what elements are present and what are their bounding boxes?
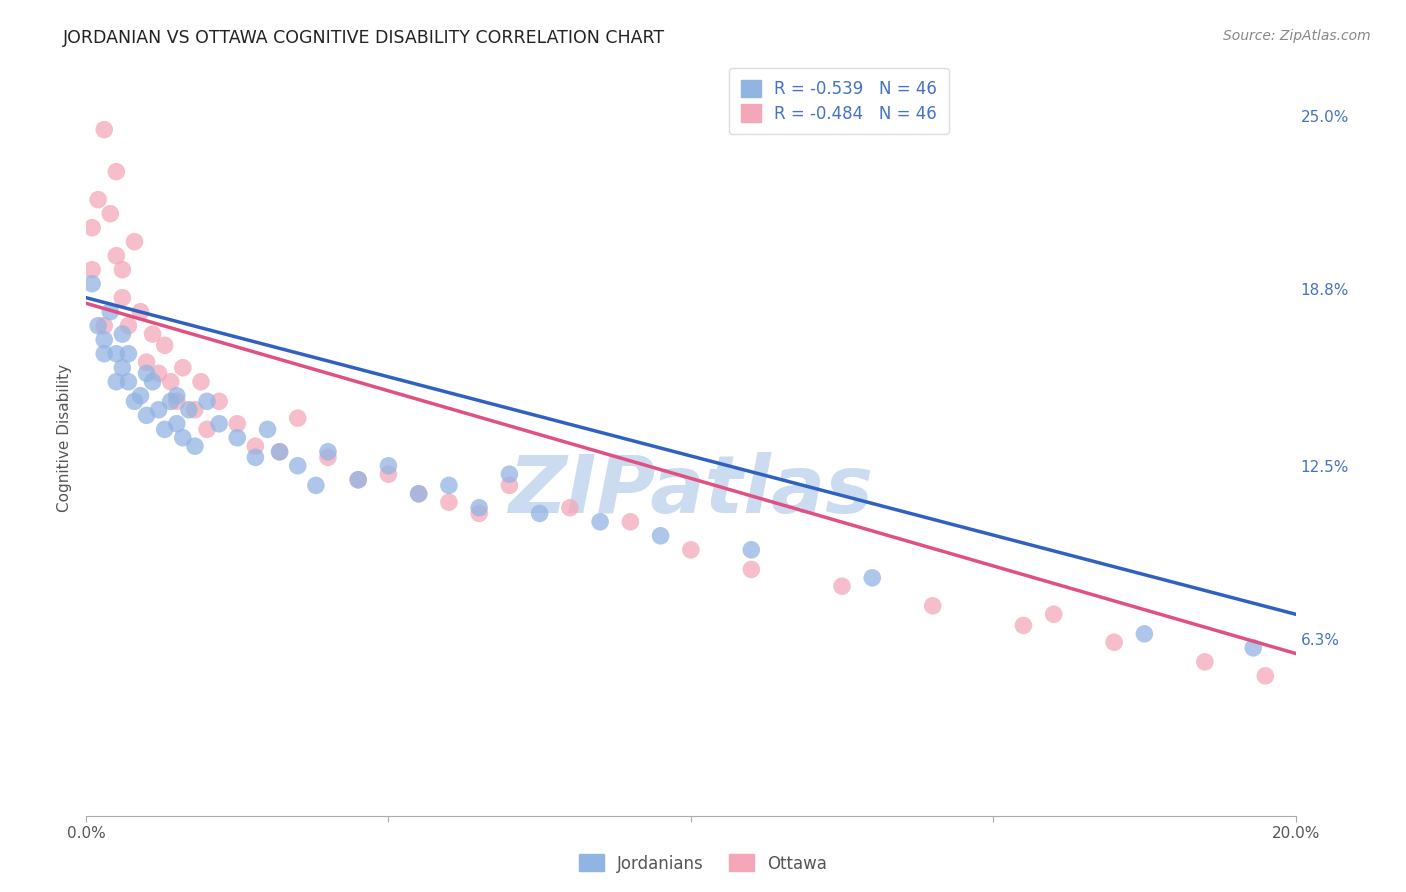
- Point: [184, 439, 207, 453]
- Text: Source: ZipAtlas.com: Source: ZipAtlas.com: [1223, 29, 1371, 43]
- Point: [117, 347, 139, 361]
- Point: [98, 207, 121, 221]
- Point: [105, 249, 128, 263]
- Point: [650, 529, 672, 543]
- Point: [195, 422, 218, 436]
- Point: [1102, 635, 1125, 649]
- Point: [269, 444, 291, 458]
- Point: [377, 458, 399, 473]
- Point: [347, 473, 370, 487]
- Point: [135, 409, 157, 423]
- Point: [245, 450, 267, 465]
- Point: [589, 515, 612, 529]
- Point: [93, 122, 115, 136]
- Point: [166, 389, 188, 403]
- Point: [529, 507, 551, 521]
- Point: [153, 338, 176, 352]
- Point: [468, 500, 491, 515]
- Point: [316, 444, 339, 458]
- Point: [129, 389, 152, 403]
- Point: [1241, 640, 1264, 655]
- Text: JORDANIAN VS OTTAWA COGNITIVE DISABILITY CORRELATION CHART: JORDANIAN VS OTTAWA COGNITIVE DISABILITY…: [63, 29, 665, 46]
- Point: [111, 327, 134, 342]
- Point: [111, 291, 134, 305]
- Point: [148, 367, 170, 381]
- Text: ZIPatlas: ZIPatlas: [509, 451, 873, 530]
- Point: [129, 304, 152, 318]
- Point: [117, 318, 139, 333]
- Point: [135, 367, 157, 381]
- Point: [172, 431, 194, 445]
- Point: [142, 375, 165, 389]
- Point: [437, 478, 460, 492]
- Point: [305, 478, 328, 492]
- Point: [208, 417, 231, 431]
- Point: [740, 562, 762, 576]
- Point: [558, 500, 581, 515]
- Point: [177, 402, 200, 417]
- Point: [316, 450, 339, 465]
- Point: [1133, 627, 1156, 641]
- Point: [153, 422, 176, 436]
- Point: [226, 417, 249, 431]
- Point: [256, 422, 278, 436]
- Point: [135, 355, 157, 369]
- Point: [124, 394, 146, 409]
- Point: [124, 235, 146, 249]
- Point: [679, 542, 702, 557]
- Point: [117, 375, 139, 389]
- Point: [172, 360, 194, 375]
- Point: [1194, 655, 1216, 669]
- Point: [190, 375, 212, 389]
- Point: [740, 542, 762, 557]
- Point: [82, 277, 104, 291]
- Point: [468, 507, 491, 521]
- Point: [159, 375, 181, 389]
- Point: [93, 347, 115, 361]
- Point: [208, 394, 231, 409]
- Point: [831, 579, 853, 593]
- Point: [166, 417, 188, 431]
- Point: [226, 431, 249, 445]
- Point: [111, 262, 134, 277]
- Point: [498, 467, 520, 482]
- Point: [921, 599, 943, 613]
- Point: [87, 318, 110, 333]
- Point: [111, 360, 134, 375]
- Point: [195, 394, 218, 409]
- Point: [408, 487, 430, 501]
- Point: [619, 515, 641, 529]
- Point: [287, 458, 309, 473]
- Point: [93, 318, 115, 333]
- Point: [498, 478, 520, 492]
- Point: [408, 487, 430, 501]
- Point: [347, 473, 370, 487]
- Point: [82, 220, 104, 235]
- Y-axis label: Cognitive Disability: Cognitive Disability: [58, 364, 72, 512]
- Point: [1042, 607, 1064, 622]
- Point: [159, 394, 181, 409]
- Point: [437, 495, 460, 509]
- Point: [1254, 669, 1277, 683]
- Legend: Jordanians, Ottawa: Jordanians, Ottawa: [572, 847, 834, 880]
- Point: [269, 444, 291, 458]
- Point: [377, 467, 399, 482]
- Point: [105, 164, 128, 178]
- Point: [105, 375, 128, 389]
- Point: [148, 402, 170, 417]
- Point: [166, 394, 188, 409]
- Point: [1012, 618, 1035, 632]
- Point: [105, 347, 128, 361]
- Point: [184, 402, 207, 417]
- Point: [860, 571, 883, 585]
- Point: [142, 327, 165, 342]
- Point: [93, 333, 115, 347]
- Point: [82, 262, 104, 277]
- Point: [87, 193, 110, 207]
- Point: [287, 411, 309, 425]
- Point: [245, 439, 267, 453]
- Legend: R = -0.539   N = 46, R = -0.484   N = 46: R = -0.539 N = 46, R = -0.484 N = 46: [730, 68, 949, 135]
- Point: [98, 304, 121, 318]
